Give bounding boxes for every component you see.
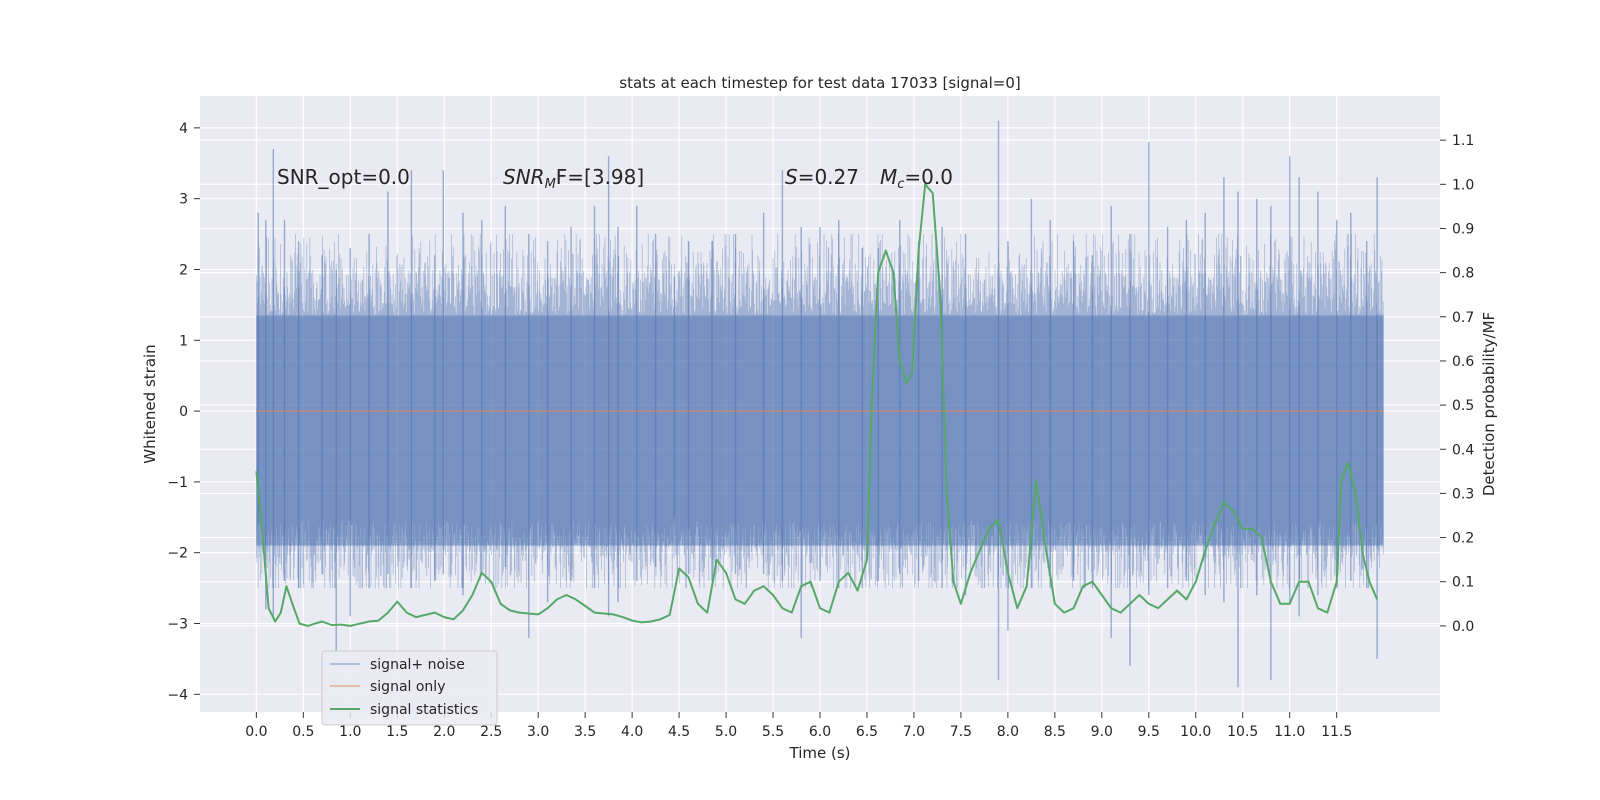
- x-axis-ticks: 0.0 0.5 1.0 1.5 2.0 2.5 3.0 3.5 4.0 4.5 5.0 5.5 6.0 6…: [245, 712, 1352, 740]
- y-axis-ticks: −4 −3 −2 −1 0 1 2 3 4: [167, 121, 200, 703]
- x-tick-label: 8.5: [1044, 724, 1066, 740]
- legend-label-signal-only: signal only: [370, 679, 445, 695]
- legend: signal+ noise signal only signal statist…: [321, 650, 498, 726]
- y-axis-label: Whitened strain: [141, 344, 159, 463]
- annotation-snr-mf-rest: F=[3.98]: [556, 165, 644, 189]
- y2-axis-ticks: 0.0 0.1 0.2 0.3 0.4 0.5 0.6 0.7 0.8 0.9 1.0 1.1: [1440, 133, 1474, 635]
- y-tick-label: 1: [179, 333, 188, 349]
- y-tick-label: −4: [167, 687, 188, 703]
- legend-box: [321, 650, 498, 726]
- x-tick-label: 10.0: [1180, 724, 1211, 740]
- x-tick-label: 6.0: [809, 724, 831, 740]
- x-tick-label: 2.0: [433, 724, 455, 740]
- annotation-s-rest: =0.27: [798, 165, 859, 189]
- x-tick-label: 1.5: [386, 724, 408, 740]
- annotation-snr-mf-sub: M: [545, 177, 556, 192]
- y-tick-label: −3: [167, 616, 188, 632]
- x-tick-label: 5.0: [715, 724, 737, 740]
- annotation-snr-mf-main: SNR: [503, 165, 545, 189]
- x-tick-label: 0.0: [245, 724, 267, 740]
- x-tick-label: 9.0: [1091, 724, 1113, 740]
- y2-tick-label: 0.4: [1452, 442, 1474, 458]
- x-tick-label: 4.0: [621, 724, 643, 740]
- y-tick-label: 4: [179, 121, 188, 137]
- legend-label-signal-noise: signal+ noise: [370, 657, 465, 673]
- x-tick-label: 11.0: [1274, 724, 1305, 740]
- x-tick-label: 11.5: [1321, 724, 1352, 740]
- y-tick-label: −2: [167, 546, 188, 562]
- noise-peaks: [257, 120, 1378, 688]
- y2-axis-label: Detection probability/MF: [1480, 312, 1498, 496]
- annotation-s: S=0.27: [785, 165, 859, 189]
- x-tick-label: 1.0: [339, 724, 361, 740]
- signal-noise-series: [256, 120, 1384, 688]
- annotation-s-main: S: [785, 165, 798, 189]
- x-tick-label: 8.0: [997, 724, 1019, 740]
- x-tick-label: 3.0: [527, 724, 549, 740]
- y2-tick-label: 0.8: [1452, 266, 1474, 282]
- x-tick-label: 9.5: [1138, 724, 1160, 740]
- y2-tick-label: 1.1: [1452, 133, 1474, 149]
- y2-tick-label: 1.0: [1452, 177, 1474, 193]
- y2-tick-label: 0.7: [1452, 310, 1474, 326]
- y2-tick-label: 0.1: [1452, 575, 1474, 591]
- signal-statistics-line: [255, 183, 1379, 627]
- y2-tick-label: 0.9: [1452, 221, 1474, 237]
- x-tick-label: 2.5: [480, 724, 502, 740]
- y2-tick-label: 0.6: [1452, 354, 1474, 370]
- y2-tick-label: 0.0: [1452, 619, 1474, 635]
- annotation-mc-rest: =0.0: [904, 165, 953, 189]
- annotation-mc-sub: c: [897, 177, 904, 192]
- chart-title: stats at each timestep for test data 170…: [619, 74, 1020, 92]
- y2-tick-label: 0.5: [1452, 398, 1474, 414]
- annotation-snr-opt: SNR_opt=0.0: [277, 165, 410, 189]
- x-tick-label: 0.5: [292, 724, 314, 740]
- y2-tick-label: 0.2: [1452, 531, 1474, 547]
- x-tick-label: 7.0: [903, 724, 925, 740]
- y-tick-label: 0: [179, 404, 188, 420]
- y-tick-label: −1: [167, 475, 188, 491]
- x-tick-label: 4.5: [668, 724, 690, 740]
- annotation-mc: Mc=0.0: [880, 165, 953, 192]
- y2-tick-label: 0.3: [1452, 486, 1474, 502]
- annotation-mc-main: M: [880, 165, 897, 189]
- annotation-snr-mf: SNRMF=[3.98]: [503, 165, 644, 192]
- x-tick-label: 10.5: [1227, 724, 1258, 740]
- x-tick-label: 6.5: [856, 724, 878, 740]
- x-tick-label: 3.5: [574, 724, 596, 740]
- x-axis-label: Time (s): [789, 744, 851, 762]
- x-tick-label: 7.5: [950, 724, 972, 740]
- y-tick-label: 2: [179, 262, 188, 278]
- x-tick-label: 5.5: [762, 724, 784, 740]
- signal-statistics-series: [255, 183, 1379, 627]
- annotations: SNR_opt=0.0 SNRMF=[3.98] S=0.27 Mc=0.0: [277, 165, 953, 192]
- y-tick-label: 3: [179, 192, 188, 208]
- legend-label-signal-statistics: signal statistics: [370, 702, 478, 718]
